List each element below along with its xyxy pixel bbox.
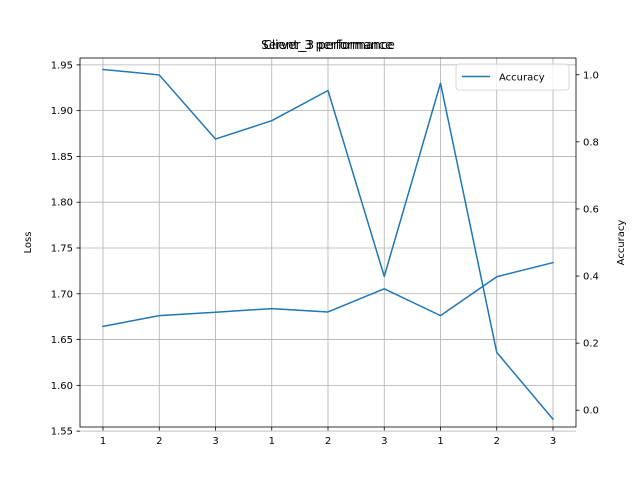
right-y-tick-label: 0.8	[583, 137, 599, 148]
left-y-tick-label: 1.70	[51, 289, 73, 300]
left-y-tick-label: 1.55	[51, 427, 73, 438]
x-tick-label: 1	[437, 436, 443, 447]
left-y-tick-label: 1.80	[51, 198, 73, 209]
left-y-tick-label: 1.90	[51, 106, 73, 117]
right-y-tick-label: 1.0	[583, 70, 599, 81]
left-y-tick-label: 1.85	[51, 152, 73, 163]
series-line-loss	[102, 68, 555, 421]
left-y-tick-label: 1.65	[51, 335, 73, 346]
right-y-axis: 0.0 0.2 0.4 0.6 0.8 1.0	[576, 70, 599, 417]
series-line-accuracy	[102, 261, 554, 328]
right-y-axis-label: Accuracy	[616, 220, 627, 266]
left-y-axis: 1.55 1.60 1.65 1.70 1.75 1.80 1.85 1.90 1.95	[51, 60, 80, 438]
x-tick-label: 3	[212, 436, 218, 447]
chart-title-client: Client_3 performance	[263, 38, 392, 52]
left-y-tick-label: 1.95	[51, 60, 73, 71]
right-y-tick-label: 0.4	[583, 272, 599, 283]
right-y-tick-label: 0.0	[583, 406, 599, 417]
x-tick-label: 3	[381, 436, 387, 447]
x-axis: 1 2 3 1 2 3 1 2 3	[100, 427, 556, 447]
chart-title-server: Server_3 performance	[261, 38, 395, 52]
x-tick-label: 3	[550, 436, 556, 447]
x-tick-label: 2	[494, 436, 500, 447]
legend-label-accuracy: Accuracy	[499, 73, 545, 84]
left-y-tick-label: 1.60	[51, 381, 73, 392]
x-tick-label: 2	[325, 436, 331, 447]
left-y-tick-label: 1.75	[51, 243, 73, 254]
right-y-tick-label: 0.6	[583, 204, 599, 215]
x-tick-label: 1	[269, 436, 275, 447]
series-lines	[102, 68, 555, 421]
left-y-axis-label: Loss	[23, 232, 34, 254]
x-tick-label: 1	[100, 436, 106, 447]
legend: Accuracy	[455, 63, 570, 91]
right-y-tick-label: 0.2	[583, 339, 599, 350]
x-tick-label: 2	[156, 436, 162, 447]
legend-box	[455, 63, 570, 91]
grid	[80, 58, 576, 432]
